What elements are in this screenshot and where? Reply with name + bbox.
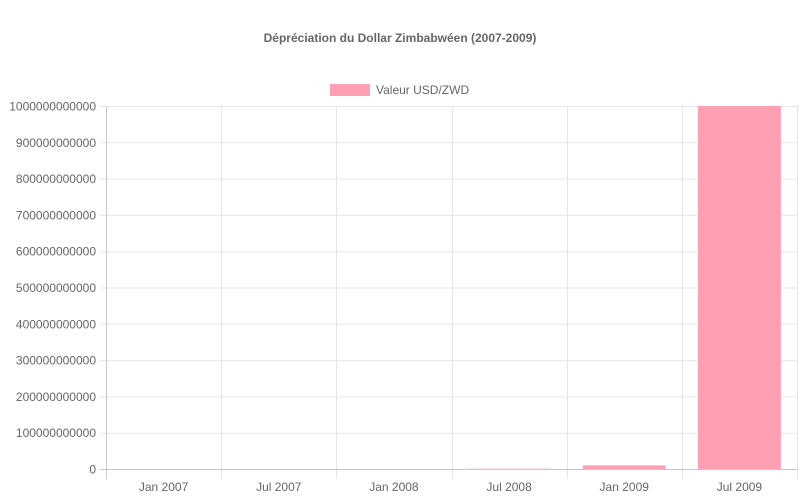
y-axis-tick-labels: 0 100000000000 200000000000 300000000000 400… bbox=[9, 100, 96, 477]
x-tick-label: Jan 2007 bbox=[139, 480, 189, 494]
y-tick-label: 700000000000 bbox=[16, 208, 96, 222]
axes bbox=[100, 106, 797, 479]
x-tick-label: Jul 2008 bbox=[486, 480, 532, 494]
y-tick-label: 600000000000 bbox=[16, 245, 96, 259]
legend-label: Valeur USD/ZWD bbox=[376, 83, 469, 97]
y-tick-label: 0 bbox=[89, 463, 96, 477]
y-tick-label: 800000000000 bbox=[16, 172, 96, 186]
bars bbox=[237, 106, 781, 469]
y-tick-label: 300000000000 bbox=[16, 354, 96, 368]
y-tick-label: 900000000000 bbox=[16, 136, 96, 150]
x-tick-label: Jul 2009 bbox=[717, 480, 763, 494]
y-tick-label: 400000000000 bbox=[16, 317, 96, 331]
y-tick-label: 500000000000 bbox=[16, 281, 96, 295]
legend[interactable]: Valeur USD/ZWD bbox=[330, 83, 469, 97]
legend-swatch bbox=[330, 84, 370, 96]
y-tick-label: 200000000000 bbox=[16, 390, 96, 404]
bar[interactable] bbox=[697, 106, 781, 469]
y-tick-label: 100000000000 bbox=[16, 426, 96, 440]
y-tick-label: 1000000000000 bbox=[9, 100, 96, 114]
x-tick-label: Jan 2009 bbox=[600, 480, 650, 494]
chart-title: Dépréciation du Dollar Zimbabwéen (2007-… bbox=[264, 31, 537, 45]
x-tick-label: Jul 2007 bbox=[256, 480, 302, 494]
x-tick-label: Jan 2008 bbox=[369, 480, 419, 494]
x-axis-tick-labels: Jan 2007 Jul 2007 Jan 2008 Jul 2008 Jan 2009… bbox=[139, 480, 763, 494]
bar[interactable] bbox=[582, 465, 666, 469]
grid-lines bbox=[100, 106, 798, 479]
